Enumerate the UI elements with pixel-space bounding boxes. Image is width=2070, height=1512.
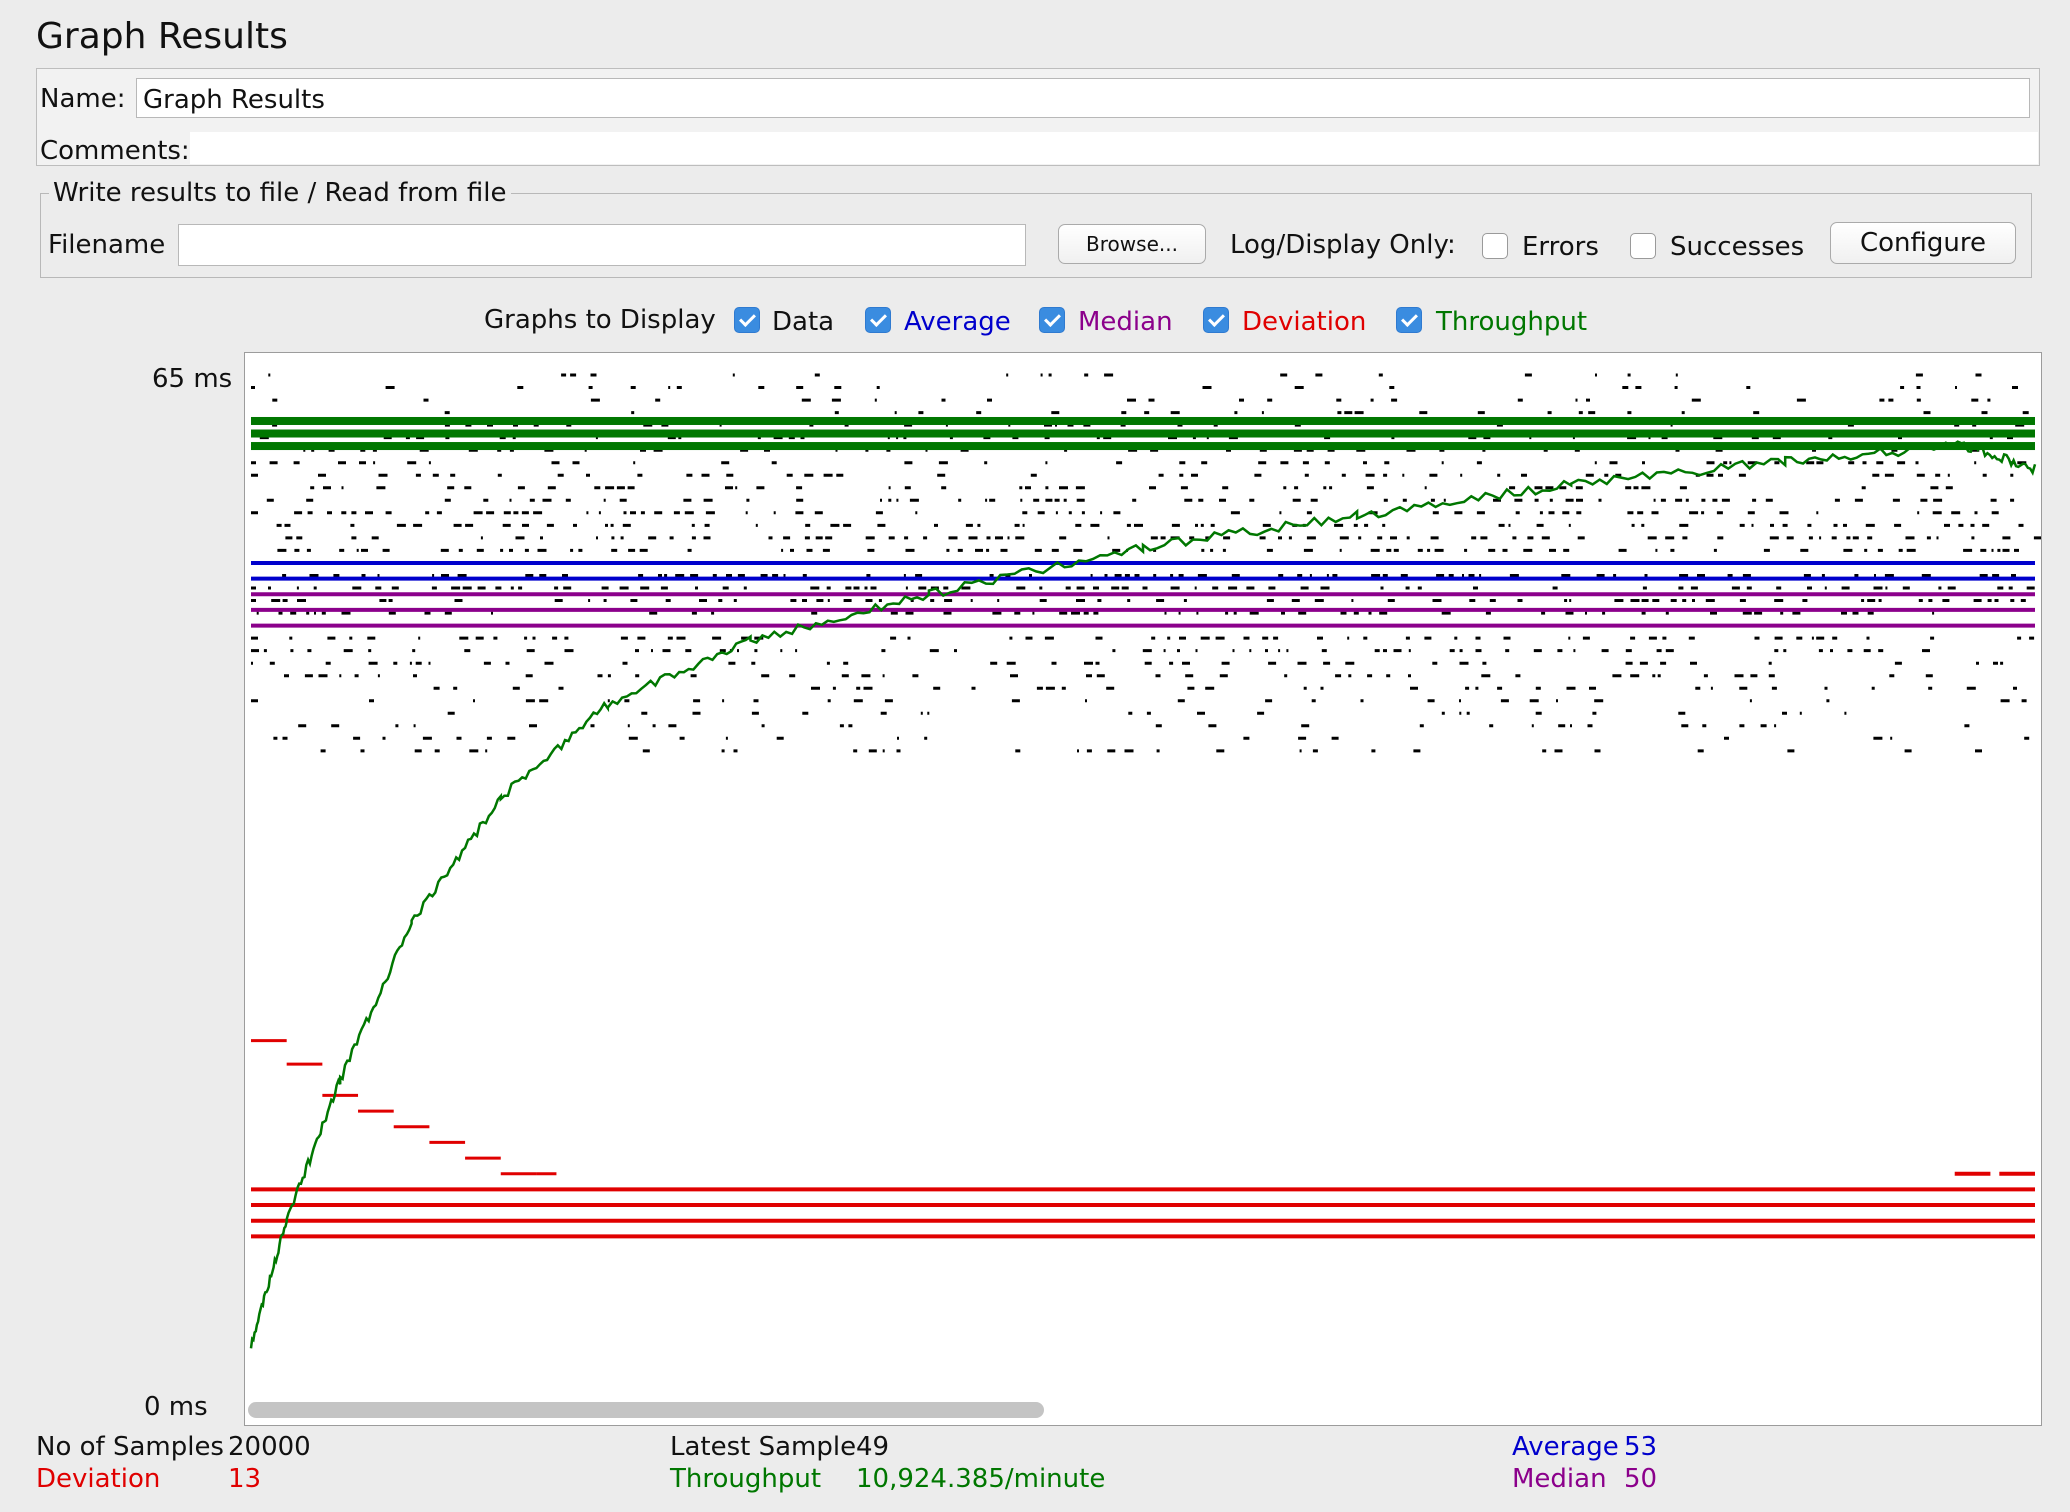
- y-axis-min-label: 0 ms: [144, 1392, 208, 1422]
- average-stat-label: Average: [1512, 1432, 1619, 1462]
- successes-checkbox[interactable]: [1630, 233, 1656, 259]
- successes-label: Successes: [1670, 232, 1805, 262]
- median-graph-label: Median: [1078, 307, 1173, 337]
- graph-area: [244, 352, 2042, 1426]
- latest-sample-value: 49: [856, 1432, 890, 1462]
- deviation-stat-value: 13: [228, 1464, 262, 1494]
- file-group-legend: Write results to file / Read from file: [53, 178, 507, 208]
- samples-value: 20000: [228, 1432, 311, 1462]
- median-checkbox[interactable]: [1039, 307, 1065, 333]
- latest-sample-label: Latest Sample: [670, 1432, 857, 1462]
- median-stat-value: 50: [1624, 1464, 1658, 1494]
- average-graph-label: Average: [904, 307, 1011, 337]
- deviation-checkbox[interactable]: [1203, 307, 1229, 333]
- throughput-band: [251, 429, 2035, 438]
- comments-label: Comments:: [40, 136, 190, 166]
- average-checkbox[interactable]: [865, 307, 891, 333]
- average-stat-value: 53: [1624, 1432, 1658, 1462]
- log-display-label: Log/Display Only:: [1230, 230, 1456, 260]
- name-label: Name:: [40, 84, 126, 114]
- throughput-line: [249, 440, 2037, 1349]
- data-checkbox[interactable]: [734, 307, 760, 333]
- file-group: Write results to file / Read from file: [40, 178, 2032, 278]
- configure-button[interactable]: Configure: [1830, 222, 2016, 264]
- median-stat-label: Median: [1512, 1464, 1607, 1494]
- samples-label: No of Samples: [36, 1432, 224, 1462]
- throughput-stat-value: 10,924.385/minute: [856, 1464, 1106, 1494]
- deviation-stat-label: Deviation: [36, 1464, 161, 1494]
- graphs-to-display-label: Graphs to Display: [484, 305, 716, 335]
- filename-input[interactable]: [178, 224, 1026, 266]
- errors-label: Errors: [1522, 232, 1599, 262]
- throughput-stat-label: Throughput: [670, 1464, 822, 1494]
- name-input[interactable]: Graph Results: [136, 78, 2030, 118]
- horizontal-scrollbar[interactable]: [248, 1402, 1044, 1418]
- graph-canvas: [249, 373, 2041, 1349]
- errors-checkbox[interactable]: [1482, 233, 1508, 259]
- browse-button[interactable]: Browse...: [1058, 224, 1206, 264]
- data-graph-label: Data: [772, 307, 835, 337]
- throughput-checkbox[interactable]: [1396, 307, 1422, 333]
- panel-title: Graph Results: [36, 16, 288, 57]
- filename-label: Filename: [48, 230, 166, 260]
- throughput-graph-label: Throughput: [1436, 307, 1588, 337]
- comments-input[interactable]: [190, 132, 2038, 164]
- throughput-band: [251, 442, 2035, 451]
- throughput-band: [251, 416, 2035, 425]
- y-axis-max-label: 65 ms: [152, 364, 233, 394]
- deviation-graph-label: Deviation: [1242, 307, 1367, 337]
